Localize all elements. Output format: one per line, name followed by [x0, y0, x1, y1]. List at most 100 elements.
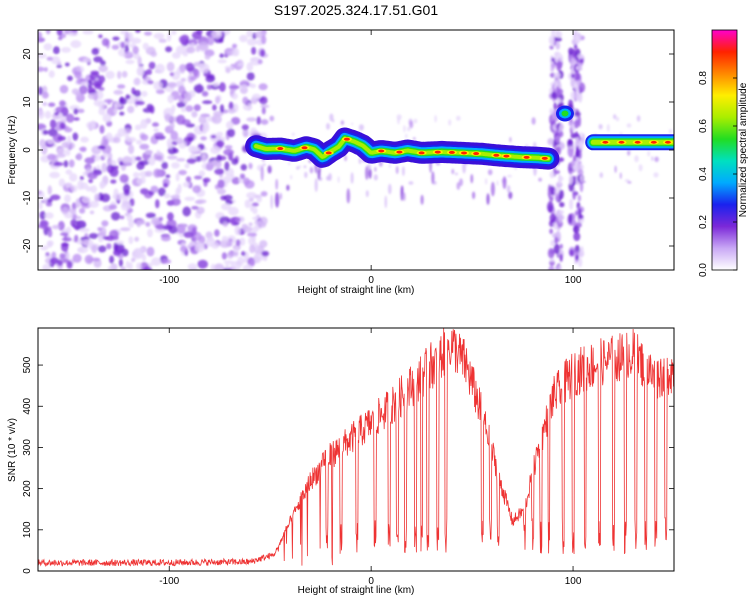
noise-blob [141, 254, 147, 262]
noise-blob [42, 101, 48, 107]
noise-blob [507, 174, 512, 178]
noise-blob [558, 126, 561, 133]
spectrogram-x-tick-label: -100 [159, 275, 179, 286]
spectrogram-x-ticks: -100 0 100 [159, 30, 582, 286]
noise-blob [388, 183, 392, 195]
noise-blob [38, 201, 43, 210]
noise-blob [80, 136, 89, 143]
noise-blob [508, 191, 513, 200]
noise-blob [626, 123, 632, 128]
noise-blob [260, 166, 264, 181]
noise-blob [55, 106, 66, 113]
snr-y-ticks: 0 100 200 300 400 500 [22, 356, 674, 574]
noise-blob [472, 191, 476, 200]
noise-blob [123, 189, 130, 196]
noise-blob [547, 184, 552, 199]
noise-blob [577, 257, 583, 268]
noise-blob [122, 156, 132, 165]
noise-blob [39, 210, 46, 220]
noise-blob [145, 221, 151, 227]
snr-x-tick-label: 0 [368, 576, 374, 587]
noise-blob [225, 200, 234, 205]
noise-blob [112, 36, 120, 41]
noise-blob [558, 176, 564, 182]
noise-blob [286, 184, 290, 191]
noise-blob [570, 91, 575, 100]
noise-blob [134, 248, 145, 252]
noise-blob [246, 117, 257, 122]
noise-blob [87, 172, 98, 180]
noise-blob [144, 31, 152, 36]
noise-blob [59, 253, 66, 260]
noise-blob [72, 253, 82, 263]
noise-blob [118, 97, 128, 105]
noise-blob [102, 113, 112, 123]
noise-blob [431, 171, 435, 185]
noise-blob [150, 185, 159, 193]
noise-blob [130, 257, 136, 263]
ridge-hotspot-core [418, 151, 425, 155]
noise-blob [135, 30, 141, 33]
noise-blob [606, 124, 610, 132]
noise-blob [251, 93, 261, 101]
noise-blob [197, 259, 208, 269]
noise-blob [59, 122, 66, 130]
noise-blob [101, 162, 107, 173]
noise-blob [182, 181, 191, 188]
noise-blob [448, 119, 452, 126]
noise-blob [215, 96, 220, 104]
noise-blob [502, 176, 507, 190]
spectrogram-x-label: Height of straight line (km) [298, 285, 415, 296]
noise-blob [579, 132, 583, 136]
noise-blob [574, 142, 578, 147]
noise-blob [163, 193, 171, 199]
noise-blob [470, 174, 474, 184]
noise-blob [554, 170, 560, 175]
noise-blob [233, 248, 239, 258]
noise-blob [256, 116, 262, 125]
noise-blob [575, 254, 579, 261]
noise-blob [170, 198, 181, 206]
noise-blob [251, 46, 257, 55]
noise-blob [191, 226, 197, 236]
noise-blob [49, 171, 60, 179]
noise-blob [253, 254, 262, 264]
noise-blob [204, 54, 211, 60]
ridge-hotspot-core [523, 155, 530, 159]
burst-inner [561, 110, 569, 117]
noise-blob [420, 194, 424, 205]
noise-blob [80, 146, 87, 153]
noise-blob [84, 254, 94, 265]
noise-blob [346, 188, 351, 204]
noise-blob [242, 264, 253, 270]
noise-blob [568, 174, 574, 185]
noise-blob [210, 263, 216, 270]
noise-blob [136, 262, 142, 270]
noise-blob [176, 158, 186, 162]
noise-blob [168, 82, 177, 88]
noise-blob [202, 124, 207, 135]
noise-blob [74, 70, 82, 79]
noise-blob [121, 248, 129, 257]
noise-blob [39, 139, 46, 148]
noise-blob [573, 164, 578, 170]
noise-blob [259, 49, 266, 57]
noise-blob [258, 216, 268, 226]
noise-blob [215, 160, 222, 168]
noise-blob [198, 170, 206, 178]
noise-blob [249, 244, 256, 254]
noise-blob [217, 179, 225, 189]
noise-blob [38, 190, 45, 200]
noise-blob [225, 121, 234, 130]
noise-blob [167, 155, 178, 160]
noise-blob [63, 160, 69, 168]
noise-blob [63, 127, 73, 133]
noise-blob [454, 172, 458, 176]
noise-blob [133, 77, 141, 86]
noise-blob [49, 119, 57, 129]
noise-blob [211, 114, 222, 125]
noise-blob [556, 98, 562, 104]
noise-blob [66, 261, 73, 269]
noise-blob [259, 96, 268, 105]
noise-blob [38, 31, 43, 40]
